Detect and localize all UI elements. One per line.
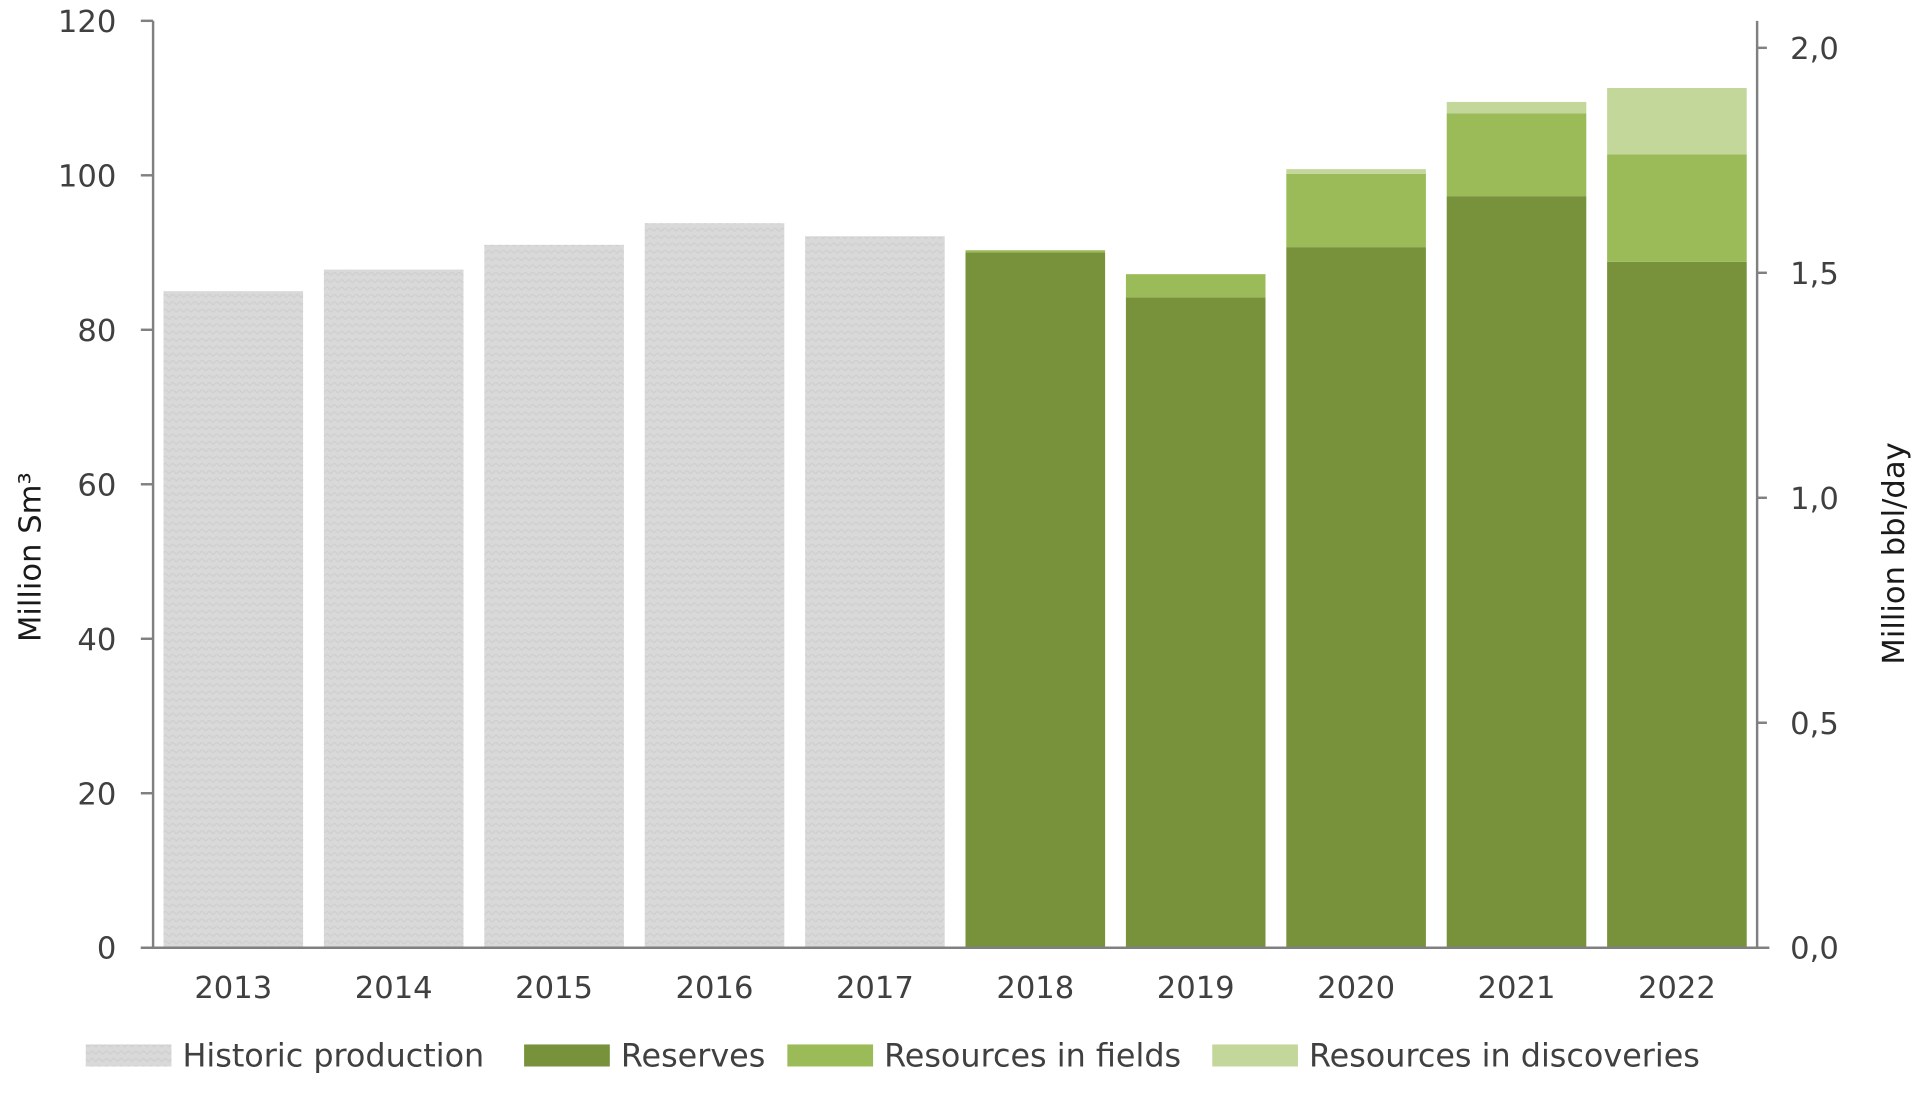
y-tick-label: 100 xyxy=(58,159,116,194)
bar-resources-in-fields-2018 xyxy=(965,250,1106,253)
bar-reserves-2022 xyxy=(1607,261,1747,948)
bar-resources-in-fields-2020 xyxy=(1286,173,1426,248)
legend-label: Reserves xyxy=(621,1036,766,1074)
bar-resources-in-fields-2022 xyxy=(1607,154,1747,262)
legend-label: Resources in fields xyxy=(884,1036,1181,1074)
y-tick-label: 40 xyxy=(77,623,116,658)
legend-item: Reserves xyxy=(524,1036,765,1074)
legend-label: Historic production xyxy=(182,1036,484,1074)
bar-reserves-2018 xyxy=(965,252,1106,948)
legend-swatch xyxy=(85,1044,172,1067)
bar-resources-in-discoveries-2021 xyxy=(1446,101,1587,114)
bar-resources-in-discoveries-2022 xyxy=(1607,88,1747,155)
x-tick-label: 2013 xyxy=(194,971,272,1006)
x-tick-label: 2016 xyxy=(676,971,754,1006)
bar-resources-in-discoveries-2020 xyxy=(1286,169,1426,174)
y2-tick-label: 1,0 xyxy=(1790,482,1839,517)
bar-historic-production-2014 xyxy=(323,269,464,948)
y2-tick-label: 2,0 xyxy=(1790,32,1839,67)
y-tick-label: 0 xyxy=(97,932,116,967)
legend-item: Historic production xyxy=(85,1036,484,1074)
x-tick-label: 2017 xyxy=(836,971,914,1006)
x-tick-label: 2019 xyxy=(1157,971,1235,1006)
x-tick-label: 2020 xyxy=(1317,971,1395,1006)
y-tick-label: 60 xyxy=(77,468,116,503)
bar-resources-in-fields-2021 xyxy=(1446,113,1587,197)
y2-tick-label: 1,5 xyxy=(1790,257,1839,292)
y2-tick-label: 0,0 xyxy=(1790,932,1839,967)
legend-label: Resources in discoveries xyxy=(1309,1036,1700,1074)
legend-swatch xyxy=(787,1044,874,1067)
legend-item: Resources in discoveries xyxy=(1212,1036,1700,1074)
bar-reserves-2020 xyxy=(1286,247,1426,948)
bar-resources-in-fields-2019 xyxy=(1125,274,1266,298)
bar-historic-production-2015 xyxy=(484,244,624,948)
x-tick-label: 2015 xyxy=(515,971,593,1006)
legend-swatch xyxy=(524,1044,610,1067)
y-tick-label: 20 xyxy=(77,777,116,812)
bar-reserves-2019 xyxy=(1125,297,1266,948)
bar-historic-production-2016 xyxy=(644,223,785,948)
x-tick-label: 2022 xyxy=(1638,971,1716,1006)
y-tick-label: 120 xyxy=(58,5,116,40)
bar-reserves-2021 xyxy=(1446,196,1587,948)
x-tick-label: 2018 xyxy=(996,971,1074,1006)
bars xyxy=(163,88,1747,948)
legend-item: Resources in fields xyxy=(787,1036,1181,1074)
y-axis-label: Million Sm³ xyxy=(13,472,48,642)
x-tick-label: 2014 xyxy=(355,971,433,1006)
y-tick-label: 80 xyxy=(77,314,116,349)
bar-historic-production-2013 xyxy=(163,291,304,948)
y2-tick-label: 0,5 xyxy=(1790,707,1839,742)
y2-axis-label: Million bbl/day xyxy=(1877,442,1912,664)
x-tick-label: 2021 xyxy=(1478,971,1556,1006)
legend-swatch xyxy=(1212,1044,1298,1067)
legend: Historic production Reserves Resources in … xyxy=(85,1036,1700,1074)
bar-historic-production-2017 xyxy=(805,236,945,948)
